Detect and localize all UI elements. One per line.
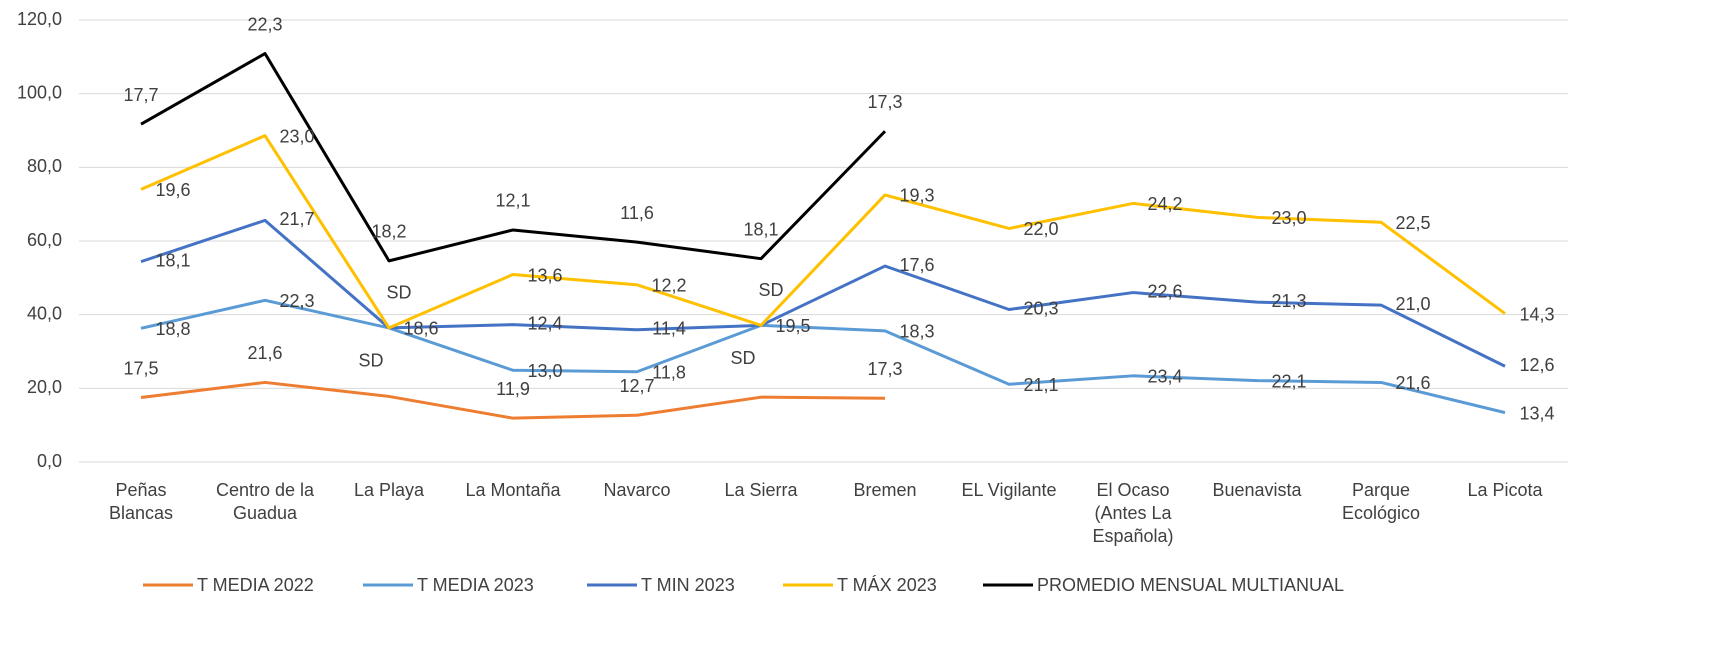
- data-label: 13,0: [527, 361, 562, 381]
- data-label: 22,1: [1271, 371, 1306, 391]
- x-tick-label: La Montaña: [465, 480, 561, 500]
- data-label: 13,4: [1519, 403, 1554, 423]
- x-tick-label: Navarco: [603, 480, 671, 500]
- data-label: 18,8: [155, 319, 190, 339]
- data-label: 11,6: [620, 203, 654, 223]
- x-tick-label: Buenavista: [1212, 480, 1302, 500]
- legend-label: PROMEDIO MENSUAL MULTIANUAL: [1037, 575, 1344, 595]
- series-line: [140, 298, 1506, 415]
- data-label: 12,1: [495, 191, 530, 211]
- data-label: 11,9: [496, 379, 530, 399]
- legend-label: T MEDIA 2022: [197, 575, 314, 595]
- data-label: 14,3: [1519, 304, 1554, 324]
- data-label: 17,3: [867, 92, 902, 112]
- data-label: 18,3: [899, 322, 934, 342]
- data-label: 21,1: [1023, 375, 1058, 395]
- data-label: 18,2: [371, 222, 406, 242]
- data-label: 19,3: [899, 186, 934, 206]
- data-label: 11,4: [652, 319, 686, 339]
- x-tick-label: EL Vigilante: [961, 480, 1057, 500]
- data-label: 21,6: [247, 343, 282, 363]
- data-label: 22,6: [1147, 281, 1182, 301]
- data-label: 23,0: [1271, 208, 1306, 228]
- legend-label: T MÁX 2023: [837, 575, 937, 595]
- series-line: [140, 218, 1506, 368]
- series-line: [140, 52, 887, 263]
- y-tick-label: 20,0: [27, 377, 62, 397]
- y-tick-label: 80,0: [27, 156, 62, 176]
- x-tick-label: La Picota: [1467, 480, 1543, 500]
- data-label: 23,0: [279, 126, 314, 146]
- data-label: 18,1: [743, 219, 778, 239]
- data-label: 19,6: [155, 180, 190, 200]
- data-label: 22,3: [279, 291, 314, 311]
- data-label: 13,6: [527, 265, 562, 285]
- data-label: SD: [386, 283, 411, 303]
- data-label: 17,6: [899, 255, 934, 275]
- data-label: SD: [358, 351, 383, 371]
- data-label: 12,4: [527, 313, 562, 333]
- x-tick-label: Bremen: [853, 480, 917, 500]
- x-tick-label: La Playa: [353, 480, 425, 500]
- legend-label: T MEDIA 2023: [417, 575, 534, 595]
- y-tick-label: 40,0: [27, 303, 62, 323]
- x-tick-label: Parque Ecológico: [1341, 480, 1421, 523]
- data-label: 12,2: [651, 276, 686, 296]
- data-label: 21,7: [279, 209, 314, 229]
- data-label: 12,6: [1519, 355, 1554, 375]
- series-line: [140, 380, 886, 420]
- data-label: 21,6: [1395, 373, 1430, 393]
- x-tick-label: Centro de la Guadua: [215, 480, 315, 523]
- data-label: 22,0: [1023, 219, 1058, 239]
- y-tick-label: 0,0: [37, 451, 62, 471]
- data-label: 18,1: [155, 250, 190, 270]
- data-label: 21,3: [1271, 291, 1306, 311]
- x-tick-label: El Ocaso (Antes La Española): [1092, 480, 1174, 546]
- data-label: 17,5: [123, 358, 158, 378]
- data-label: 24,2: [1147, 194, 1182, 214]
- y-tick-label: 60,0: [27, 230, 62, 250]
- data-label: 22,3: [247, 14, 282, 34]
- legend-label: T MIN 2023: [641, 575, 735, 595]
- data-label: 19,5: [775, 316, 810, 336]
- x-tick-label: La Sierra: [724, 480, 798, 500]
- data-label: 22,5: [1395, 213, 1430, 233]
- data-label: SD: [730, 348, 755, 368]
- data-label: 20,3: [1023, 298, 1058, 318]
- data-label: 17,7: [123, 85, 158, 105]
- y-tick-label: 100,0: [17, 82, 62, 102]
- data-label: 17,3: [867, 359, 902, 379]
- data-label: 12,7: [619, 376, 654, 396]
- data-label: 23,4: [1147, 367, 1182, 387]
- x-tick-label: Peñas Blancas: [108, 480, 174, 523]
- series-line: [140, 134, 1506, 330]
- data-label: 21,0: [1395, 294, 1430, 314]
- data-label: 18,6: [403, 319, 438, 339]
- data-label: SD: [758, 280, 783, 300]
- data-label: 11,8: [652, 363, 686, 383]
- y-tick-label: 120,0: [17, 9, 62, 29]
